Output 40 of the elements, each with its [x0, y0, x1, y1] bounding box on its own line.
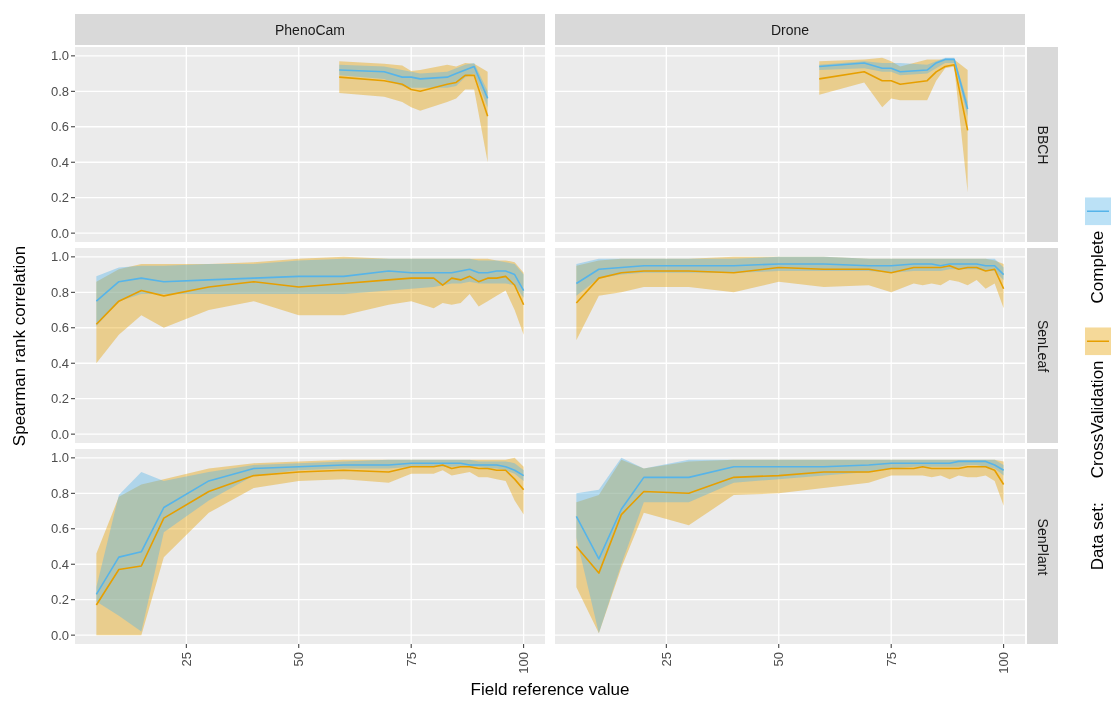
x-tick-label: 100	[996, 652, 1012, 674]
line-series	[95, 275, 525, 326]
legend-title: Data set:	[1088, 502, 1108, 571]
y-tick-label: 0.8	[50, 284, 69, 300]
x-tick-label: 50	[771, 652, 787, 667]
y2-axis-title: SenPlant	[1034, 518, 1051, 575]
line-series	[95, 268, 525, 302]
line-series	[338, 74, 489, 117]
x-tick-label: 75	[883, 652, 899, 667]
y-tick-label: 0.2	[50, 592, 69, 608]
legend-label: CrossValidation	[1088, 360, 1108, 479]
y-axis-title: Spearman rank correlation	[10, 245, 30, 447]
chart-title: PhenoCam	[75, 14, 545, 45]
y-tick-label: 0.4	[50, 556, 69, 572]
y-tick-label: 0.0	[50, 426, 69, 442]
y-tick-label: 0.6	[50, 119, 69, 135]
y-tick-label: 1.0	[50, 450, 69, 466]
x-axis-title: Field reference value	[470, 680, 630, 700]
y-tick-label: 0.0	[50, 627, 69, 643]
y-tick-label: 0.6	[50, 320, 69, 336]
y-tick-label: 1.0	[50, 48, 69, 64]
y-tick-label: 1.0	[50, 249, 69, 265]
x-tick-label: 100	[516, 652, 532, 674]
y-tick-label: 0.0	[50, 225, 69, 241]
x-tick-label: 25	[658, 652, 674, 667]
y-tick-label: 0.4	[50, 154, 69, 170]
y-tick-label: 0.2	[50, 190, 69, 206]
y2-axis-title: SenLeaf	[1034, 319, 1051, 372]
y-tick-label: 0.8	[50, 83, 69, 99]
y-tick-label: 0.2	[50, 391, 69, 407]
legend-label: Complete	[1088, 230, 1108, 304]
chart-title: Drone	[555, 14, 1025, 45]
y-tick-label: 0.8	[50, 485, 69, 501]
y2-axis-title: BBCH	[1034, 125, 1051, 164]
line-series	[338, 65, 489, 100]
y-tick-label: 0.4	[50, 355, 69, 371]
y-tick-label: 0.6	[50, 521, 69, 537]
x-tick-label: 75	[403, 652, 419, 667]
x-tick-label: 25	[178, 652, 194, 667]
x-tick-label: 50	[291, 652, 307, 667]
